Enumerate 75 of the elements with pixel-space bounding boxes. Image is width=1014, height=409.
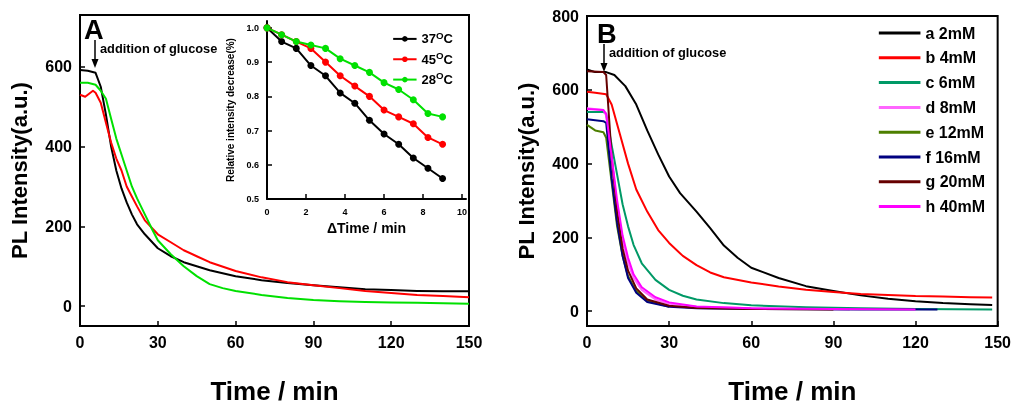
x-tick-label: 6 xyxy=(381,206,387,217)
legend-label: a 2mM xyxy=(925,24,976,42)
point xyxy=(365,92,373,100)
point xyxy=(439,140,447,148)
y-tick-label: 0.9 xyxy=(246,57,259,68)
x-tick-label: 120 xyxy=(377,333,405,351)
y-tick-label: 600 xyxy=(552,81,580,99)
x-tick-label: 150 xyxy=(984,333,1012,351)
y-tick-label: 400 xyxy=(552,155,580,173)
point xyxy=(322,58,330,66)
point xyxy=(380,79,388,87)
x-axis-title: Time / min xyxy=(210,376,339,406)
point xyxy=(409,96,417,104)
point xyxy=(395,113,403,121)
y-tick-label: 800 xyxy=(552,7,580,25)
x-tick-label: 60 xyxy=(742,333,761,351)
point xyxy=(336,89,344,97)
point xyxy=(351,62,359,70)
point xyxy=(424,109,432,117)
x-tick-label: 90 xyxy=(304,333,323,351)
y-axis-title: Relative intensity decrease(%) xyxy=(225,38,237,183)
x-tick-label: 2 xyxy=(303,206,309,217)
x-tick-label: 90 xyxy=(824,333,843,351)
point xyxy=(307,62,315,70)
point xyxy=(365,116,373,124)
x-axis-title: Time / min xyxy=(728,376,857,406)
legend-label: h 40mM xyxy=(925,198,986,216)
x-tick-label: 30 xyxy=(148,333,167,351)
point xyxy=(278,38,286,46)
point xyxy=(424,133,432,141)
point xyxy=(424,164,432,172)
point xyxy=(292,44,300,52)
point xyxy=(322,44,330,52)
legend-label: e 12mM xyxy=(925,123,985,141)
legend-label: d 8mM xyxy=(925,98,977,116)
point xyxy=(336,55,344,63)
legend-label: b 4mM xyxy=(925,49,977,67)
legend-label: f 16mM xyxy=(925,148,981,166)
point xyxy=(322,72,330,80)
point xyxy=(365,68,373,76)
y-tick-label: 1.0 xyxy=(246,22,259,33)
point xyxy=(439,113,447,121)
point xyxy=(409,154,417,162)
y-axis-title: PL Intensity(a.u.) xyxy=(513,82,539,260)
x-tick-label: 0 xyxy=(75,333,85,351)
y-tick-label: 600 xyxy=(45,58,73,76)
x-tick-label: 60 xyxy=(226,333,245,351)
x-tick-label: 120 xyxy=(902,333,929,351)
legend-label: c 6mM xyxy=(925,74,976,92)
y-tick-label: 0.5 xyxy=(246,194,259,205)
point xyxy=(395,140,403,148)
y-tick-label: 400 xyxy=(45,138,73,156)
point xyxy=(336,72,344,80)
y-axis-title: PL Intensity(a.u.) xyxy=(6,82,32,259)
point xyxy=(395,86,403,93)
x-tick-label: 30 xyxy=(660,333,679,351)
legend-label: g 20mM xyxy=(925,173,986,191)
x-tick-label: 0 xyxy=(264,206,270,217)
y-tick-label: 0.6 xyxy=(246,159,259,170)
x-tick-label: 150 xyxy=(455,333,483,351)
y-tick-label: 0.8 xyxy=(246,91,259,102)
point xyxy=(409,120,417,128)
x-axis-title: ΔTime / min xyxy=(326,220,407,236)
y-tick-label: 0.7 xyxy=(246,125,259,136)
y-tick-label: 200 xyxy=(552,228,580,246)
y-tick-label: 200 xyxy=(45,217,73,235)
x-tick-label: 8 xyxy=(420,206,426,217)
y-tick-label: 0 xyxy=(63,297,73,315)
point xyxy=(351,82,359,90)
x-tick-label: 4 xyxy=(342,206,348,217)
x-tick-label: 0 xyxy=(582,333,592,351)
x-tick-label: 10 xyxy=(457,206,468,217)
point xyxy=(439,175,447,183)
point xyxy=(351,99,359,107)
y-tick-label: 0 xyxy=(570,302,580,320)
